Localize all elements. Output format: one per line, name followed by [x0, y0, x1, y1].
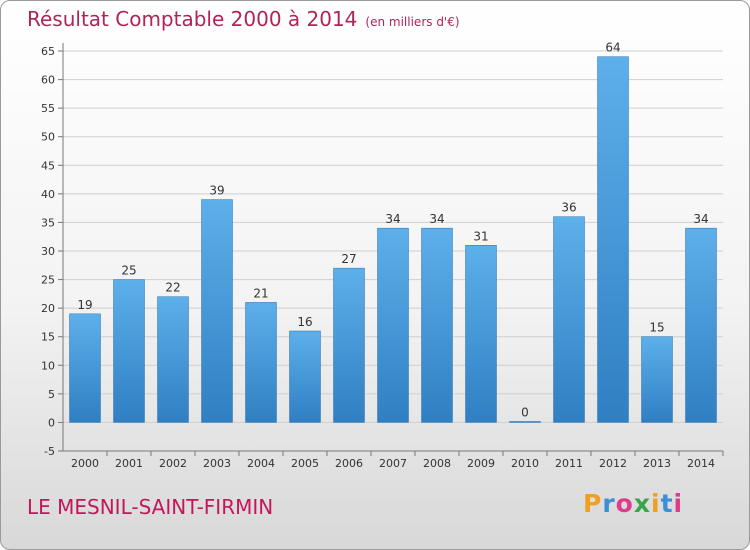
chart-title-text: Résultat Comptable 2000 à 2014 — [27, 7, 358, 31]
x-tick-label-2001: 2001 — [115, 457, 143, 470]
x-tick-label-2004: 2004 — [247, 457, 275, 470]
y-tick-label: 60 — [41, 74, 55, 87]
y-tick-label: 50 — [41, 131, 55, 144]
logo-letter: x — [633, 489, 651, 518]
logo-letter: i — [651, 489, 661, 518]
y-tick-label: 0 — [48, 416, 55, 429]
value-label-2007: 34 — [385, 212, 400, 226]
x-tick-label-2000: 2000 — [71, 457, 99, 470]
value-label-2004: 21 — [253, 286, 268, 300]
y-tick-label: -5 — [44, 445, 55, 458]
value-label-2006: 27 — [341, 252, 356, 266]
value-label-2008: 34 — [429, 212, 444, 226]
x-tick-label-2012: 2012 — [599, 457, 627, 470]
value-label-2001: 25 — [121, 264, 136, 278]
value-label-2010: 0 — [521, 405, 529, 419]
x-tick-label-2006: 2006 — [335, 457, 363, 470]
y-tick-label: 5 — [48, 388, 55, 401]
bar-2002 — [157, 296, 189, 423]
bar-2007 — [377, 227, 409, 423]
logo-letter: o — [615, 489, 634, 518]
y-tick-label: 30 — [41, 245, 55, 258]
logo-letter: t — [660, 489, 674, 518]
y-tick-label: 35 — [41, 216, 55, 229]
bar-2011 — [553, 216, 585, 423]
bar-2005 — [289, 330, 321, 423]
x-tick-label-2003: 2003 — [203, 457, 231, 470]
value-label-2005: 16 — [297, 315, 312, 329]
logo-letter: r — [602, 489, 616, 518]
x-tick-label-2005: 2005 — [291, 457, 319, 470]
bar-2004 — [245, 302, 277, 423]
bar-2001 — [113, 279, 145, 423]
value-label-2002: 22 — [165, 281, 180, 295]
bar-2000 — [69, 313, 101, 423]
x-tick-label-2013: 2013 — [643, 457, 671, 470]
y-tick-label: 10 — [41, 359, 55, 372]
value-label-2014: 34 — [693, 212, 708, 226]
logo-letter: P — [583, 489, 603, 518]
y-tick-label: 25 — [41, 274, 55, 287]
logo-letter: i — [673, 489, 684, 518]
chart-title: Résultat Comptable 2000 à 2014 (en millie… — [27, 7, 460, 31]
bar-2014 — [685, 227, 717, 423]
bar-2013 — [641, 336, 673, 423]
bar-2008 — [421, 227, 453, 423]
x-tick-label-2009: 2009 — [467, 457, 495, 470]
bar-2003 — [201, 199, 233, 423]
y-tick-label: 40 — [41, 188, 55, 201]
y-tick-label: 55 — [41, 102, 55, 115]
value-label-2012: 64 — [605, 41, 620, 55]
value-label-2013: 15 — [649, 321, 664, 335]
bar-2009 — [465, 245, 497, 423]
commune-name: LE MESNIL-SAINT-FIRMIN — [27, 495, 274, 519]
y-tick-label: 15 — [41, 331, 55, 344]
bar-2010 — [509, 421, 541, 423]
bar-2012 — [597, 56, 629, 423]
y-tick-label: 20 — [41, 302, 55, 315]
x-tick-label-2014: 2014 — [687, 457, 715, 470]
proxiti-logo: Proxiti — [583, 489, 683, 518]
y-tick-label: 45 — [41, 159, 55, 172]
x-tick-label-2010: 2010 — [511, 457, 539, 470]
value-label-2009: 31 — [473, 229, 488, 243]
value-label-2003: 39 — [209, 184, 224, 198]
bar-2006 — [333, 267, 365, 423]
value-label-2011: 36 — [561, 201, 576, 215]
value-label-2000: 19 — [77, 298, 92, 312]
x-tick-label-2002: 2002 — [159, 457, 187, 470]
x-tick-label-2007: 2007 — [379, 457, 407, 470]
chart-subtitle: (en milliers d'€) — [365, 15, 460, 29]
x-tick-label-2008: 2008 — [423, 457, 451, 470]
x-tick-label-2011: 2011 — [555, 457, 583, 470]
y-tick-label: 65 — [41, 45, 55, 58]
